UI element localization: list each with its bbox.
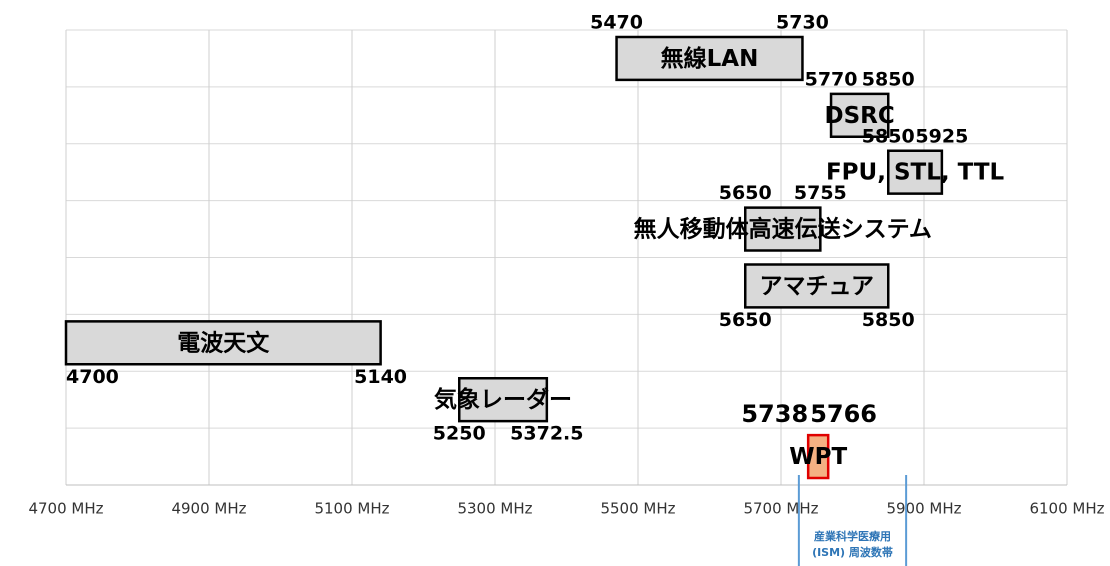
start-label: 5470 — [590, 12, 643, 34]
x-tick-label: 4700 MHz — [28, 500, 103, 518]
end-label: 5140 — [354, 366, 407, 388]
band-bar — [458, 377, 549, 423]
x-tick-label: 6100 MHz — [1029, 500, 1104, 518]
end-label: 5766 — [810, 400, 877, 428]
band-name: 気象レーダー — [434, 386, 572, 413]
x-tick-label: 5700 MHz — [743, 500, 818, 518]
start-label: 5850 — [862, 125, 915, 147]
ism-label: (ISM) 周波数帯 — [812, 545, 893, 559]
band-bar — [64, 320, 382, 366]
band-bar — [806, 433, 830, 480]
x-tick-label: 5500 MHz — [600, 500, 675, 518]
band-bar — [829, 92, 890, 138]
end-label: 5730 — [776, 12, 829, 34]
start-label: 5650 — [719, 182, 772, 204]
x-tick-label: 4900 MHz — [171, 500, 246, 518]
band-name: 電波天文 — [177, 329, 270, 356]
band-name: DSRC — [825, 103, 895, 129]
end-label: 5372.5 — [510, 423, 583, 445]
band-name: WPT — [789, 444, 847, 470]
band-name: アマチュア — [759, 273, 874, 299]
start-label: 5650 — [719, 309, 772, 331]
end-label: 5755 — [794, 182, 847, 204]
band-name: FPU, STL, TTL — [826, 160, 1005, 186]
start-label: 5738 — [741, 400, 808, 428]
band-bar — [744, 263, 890, 309]
ism-label: 産業科学医療用 — [814, 529, 891, 543]
band-bar — [887, 149, 944, 195]
end-label: 5850 — [862, 309, 915, 331]
start-label: 4700 — [66, 366, 119, 388]
x-tick-label: 5900 MHz — [886, 500, 961, 518]
end-label: 5925 — [915, 125, 968, 147]
start-label: 5250 — [433, 423, 486, 445]
band-name: 無線LAN — [661, 45, 759, 72]
end-label: 5850 — [862, 68, 915, 90]
band-bar — [744, 206, 822, 252]
x-tick-label: 5100 MHz — [314, 500, 389, 518]
x-tick-label: 5300 MHz — [457, 500, 532, 518]
band-name: 無人移動体高速伝送システム — [634, 216, 932, 243]
start-label: 5770 — [805, 68, 858, 90]
band-bar — [615, 35, 804, 82]
